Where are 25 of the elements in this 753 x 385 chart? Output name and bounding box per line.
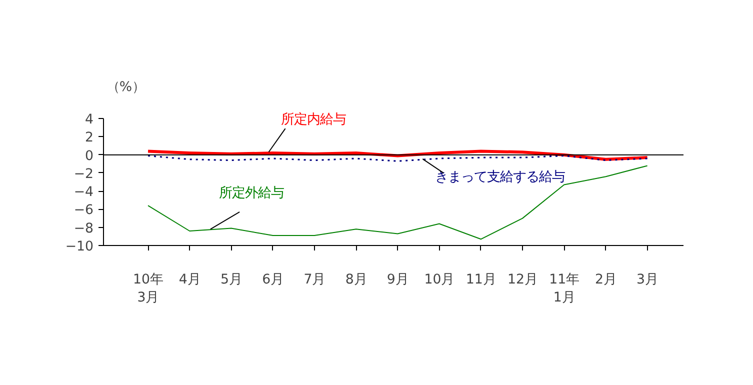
y-tick-label: −2 [74, 166, 94, 182]
series-label: 所定内給与 [281, 112, 346, 128]
y-tick-label: −10 [65, 240, 94, 254]
series-label: きまって支給する給与 [435, 170, 566, 185]
y-tick-label: −6 [74, 203, 94, 218]
x-tick-label: 4月 [178, 272, 200, 288]
y-tick-label: 2 [85, 130, 94, 146]
y-tick-label: −4 [74, 185, 94, 200]
y-axis-title: （%） [106, 80, 146, 96]
x-tick-label: 5月 [220, 272, 242, 288]
y-tick-label: −8 [74, 221, 94, 236]
x-tick-label: 11年 1月 [549, 272, 580, 306]
x-tick-label: 10年 3月 [133, 272, 164, 306]
x-tick-label: 8月 [345, 272, 367, 288]
text: 所定外給与 [218, 186, 284, 202]
x-tick-label: 7月 [304, 272, 326, 288]
x-tick-label: 6月 [262, 272, 284, 288]
x-tick-label: 12月 [508, 272, 538, 288]
y-tick-label: 4 [85, 112, 94, 128]
x-tick-label: 3月 [636, 272, 658, 288]
x-tick-label: 2月 [594, 272, 616, 288]
x-tick-label: 10月 [424, 272, 454, 288]
x-tick-label: 9月 [386, 272, 408, 288]
y-tick-label: 0 [85, 148, 94, 164]
x-tick-label: 11月 [466, 272, 496, 288]
